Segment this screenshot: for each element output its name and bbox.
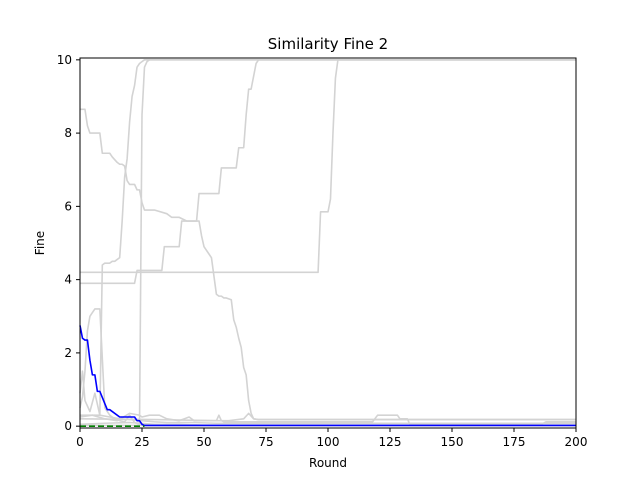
y-tick-label: 8	[64, 126, 72, 140]
x-tick-label: 125	[379, 435, 402, 449]
x-tick-label: 200	[565, 435, 588, 449]
y-tick-label: 0	[64, 419, 72, 433]
chart-title: Similarity Fine 2	[268, 35, 388, 53]
plot-lines	[79, 59, 576, 427]
x-tick-label: 0	[76, 435, 84, 449]
x-tick-label: 175	[503, 435, 526, 449]
series-line-5	[80, 108, 576, 421]
y-tick-label: 6	[64, 199, 72, 213]
x-tick-label: 25	[134, 435, 149, 449]
y-tick-label: 10	[57, 53, 72, 67]
series-line-2	[80, 59, 576, 416]
y-axis-ticks: 0 2 4 6 8 10	[57, 53, 80, 433]
x-tick-label: 75	[258, 435, 273, 449]
x-axis-ticks: 0 25 50 75 100 125 150 175 200	[76, 428, 587, 449]
y-tick-label: 2	[64, 346, 72, 360]
x-axis-label: Round	[309, 456, 347, 470]
series-line-11	[79, 325, 576, 427]
y-axis-label: Fine	[33, 231, 47, 255]
series-line-4	[80, 59, 576, 274]
x-tick-label: 50	[196, 435, 211, 449]
x-tick-label: 150	[441, 435, 464, 449]
series-line-3	[80, 59, 576, 285]
y-tick-label: 4	[64, 273, 72, 287]
x-tick-label: 100	[317, 435, 340, 449]
